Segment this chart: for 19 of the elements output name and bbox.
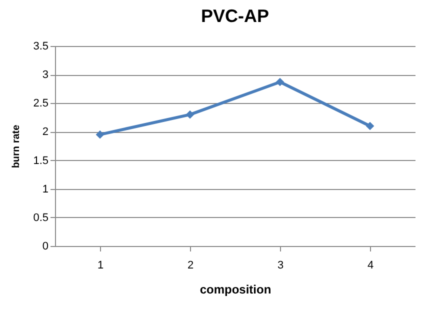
point [186,110,194,119]
y-axis-title: burn rate [11,124,22,168]
y-tick-label: 2 [42,126,48,138]
x-tick-label: 4 [367,260,374,272]
y-tick-label: 2.5 [33,98,48,110]
x-tick-label: 2 [187,260,194,272]
x-axis-title: composition [200,282,272,296]
point [366,122,374,130]
point [96,130,104,139]
x-tick-label: 1 [97,260,104,272]
y-tick-label: 3 [42,69,48,82]
y-tick-label: 0 [42,240,48,252]
y-tick-label: 1 [42,183,48,196]
chart-title: PVC-AP [200,6,270,26]
point [276,78,284,86]
y-tick-label: 0.5 [33,212,48,224]
y-tick-label: 3.5 [33,40,48,52]
x-tick-label: 3 [277,260,284,272]
y-tick-label: 1.5 [33,154,48,167]
